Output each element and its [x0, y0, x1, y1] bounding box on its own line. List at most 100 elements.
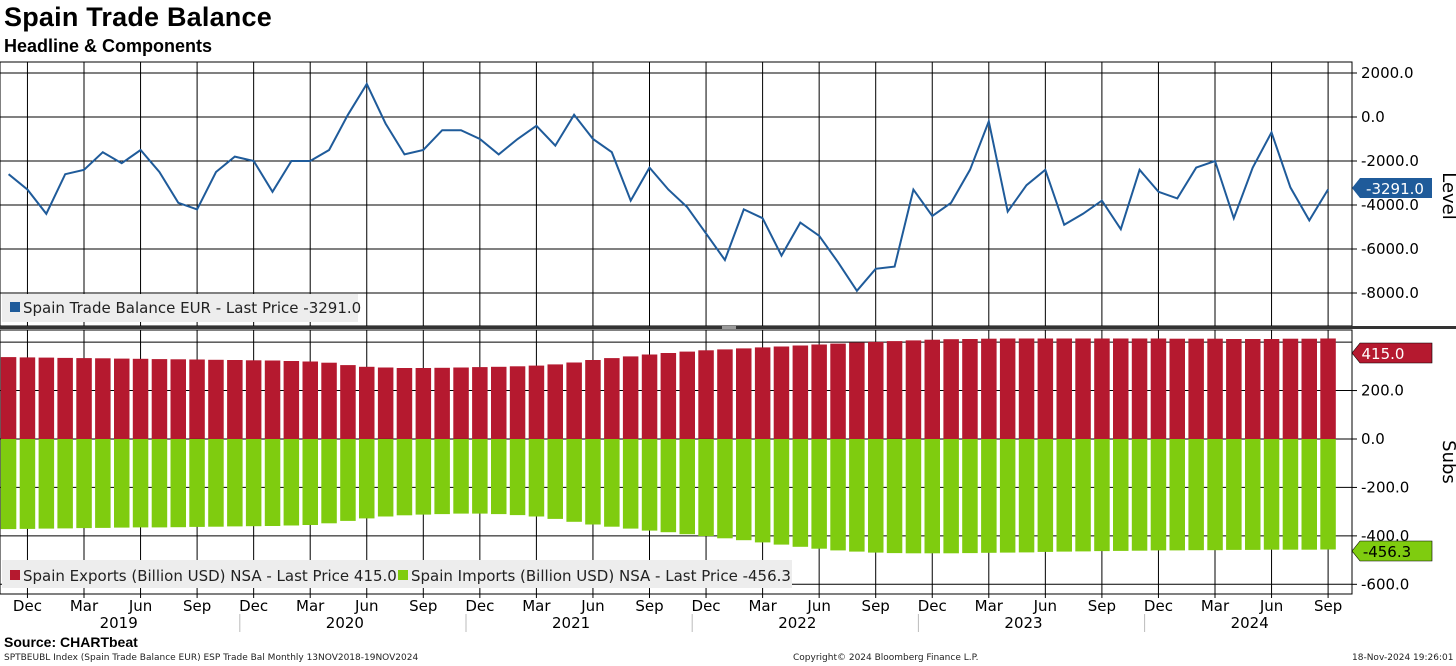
imports-bar — [811, 439, 827, 549]
top-panel-frame — [0, 61, 1353, 327]
trade-balance-legend-text: Spain Trade Balance EUR - Last Price -32… — [23, 299, 361, 317]
imports-legend-swatch — [398, 570, 408, 580]
x-month-label: Sep — [183, 597, 211, 615]
exports-bar — [1169, 338, 1185, 439]
exports-bar — [585, 360, 601, 439]
imports-bar — [679, 439, 695, 535]
x-month-label: Jun — [806, 597, 830, 615]
imports-bar — [189, 439, 205, 527]
exports-last-price-tag: 415.0 — [1351, 342, 1433, 364]
top-y-ticks: 2000.0 0.0 -2000.0 -4000.0 -6000.0 -8000.0 — [1352, 64, 1419, 302]
imports-last-price-tag: -456.3 — [1351, 540, 1433, 562]
exports-bar — [868, 341, 884, 439]
exports-bar — [19, 357, 36, 439]
imports-bar — [1245, 439, 1261, 550]
exports-bar — [283, 361, 300, 439]
x-month-label: Dec — [13, 597, 42, 615]
x-month-label: Mar — [748, 597, 777, 615]
x-year-label: 2021 — [552, 614, 590, 632]
exports-bar — [1113, 338, 1129, 439]
x-month-label: Jun — [580, 597, 604, 615]
exports-bar — [415, 368, 432, 439]
exports-bar — [792, 345, 809, 439]
top-legend: Spain Trade Balance EUR - Last Price -32… — [2, 294, 361, 322]
imports-bar — [57, 439, 73, 529]
imports-bar — [491, 439, 507, 515]
exports-bar — [434, 367, 450, 439]
bottom-y-tick-label: 200.0 — [1361, 382, 1404, 400]
imports-bar — [943, 439, 959, 554]
top-y-tick-label: -4000.0 — [1361, 196, 1419, 214]
imports-bar — [1131, 439, 1148, 551]
imports-legend-text: Spain Imports (Billion USD) NSA - Last P… — [411, 567, 791, 585]
imports-bar — [849, 439, 865, 552]
imports-bar — [227, 439, 243, 527]
exports-bar — [509, 366, 526, 439]
imports-bar — [1037, 439, 1054, 552]
exports-bar — [1282, 338, 1299, 439]
exports-bar — [340, 365, 356, 439]
imports-bar — [830, 439, 846, 551]
exports-bar — [151, 359, 168, 439]
x-year-label: 2019 — [100, 614, 138, 632]
x-month-label: Sep — [635, 597, 663, 615]
exports-bar — [1150, 338, 1167, 439]
imports-bar — [698, 439, 714, 537]
imports-bar — [472, 439, 488, 514]
exports-bar — [679, 351, 695, 439]
x-month-label: Sep — [862, 597, 890, 615]
bottom-y-tick-label: -400.0 — [1361, 527, 1409, 545]
exports-bar — [660, 353, 677, 439]
imports-bar — [585, 439, 601, 525]
exports-bar — [264, 360, 281, 439]
imports-bar — [302, 439, 318, 525]
exports-bar — [622, 356, 639, 439]
exports-bar — [962, 339, 978, 439]
exports-bar — [76, 358, 92, 439]
exports-bar — [1320, 338, 1336, 439]
imports-bar — [434, 439, 450, 515]
exports-bar — [1018, 338, 1035, 439]
imports-bar — [1226, 439, 1242, 550]
exports-bar — [453, 367, 469, 439]
imports-bar — [114, 439, 130, 528]
exports-bar — [1188, 338, 1204, 439]
imports-bar — [1075, 439, 1091, 552]
imports-bar — [1169, 439, 1185, 551]
imports-bar — [340, 439, 356, 521]
exports-legend-text: Spain Exports (Billion USD) NSA - Last P… — [23, 567, 397, 585]
exports-bar — [170, 359, 186, 439]
exports-bar — [1226, 339, 1242, 439]
bottom-y-ticks: 200.0 0.0 -200.0 -400.0 -600.0 — [1352, 382, 1409, 593]
imports-bar — [1263, 439, 1280, 550]
chart-title: Spain Trade Balance — [4, 2, 272, 32]
exports-legend-swatch — [10, 570, 20, 580]
imports-bar — [245, 439, 262, 527]
imports-bar — [509, 439, 526, 516]
exports-bar — [924, 339, 940, 439]
x-month-label: Dec — [1144, 597, 1173, 615]
x-month-label: Mar — [70, 597, 99, 615]
exports-bar — [208, 359, 224, 439]
imports-bar — [1018, 439, 1035, 553]
x-month-label: Jun — [128, 597, 152, 615]
bottom-legend: Spain Exports (Billion USD) NSA - Last P… — [2, 560, 792, 588]
exports-bar — [698, 350, 714, 439]
imports-bar — [604, 439, 620, 527]
trade-balance-line — [7, 81, 1329, 293]
imports-bar — [566, 439, 582, 522]
trade-balance-last-value: -3291.0 — [1366, 180, 1424, 198]
source-note: Source: CHARTbeat — [4, 634, 138, 650]
exports-last-value: 415.0 — [1362, 345, 1405, 363]
imports-bar — [170, 439, 186, 528]
imports-last-value: -456.3 — [1363, 543, 1411, 561]
imports-bar — [1113, 439, 1129, 551]
exports-bar — [849, 342, 865, 439]
exports-bar — [1094, 338, 1110, 439]
imports-bar — [736, 439, 752, 541]
x-month-label: Mar — [522, 597, 551, 615]
footer-copyright: Copyright© 2024 Bloomberg Finance L.P. — [793, 653, 979, 663]
exports-bar — [245, 360, 262, 439]
bottom-y-tick-label: 0.0 — [1361, 430, 1385, 448]
imports-bar — [1282, 439, 1299, 550]
